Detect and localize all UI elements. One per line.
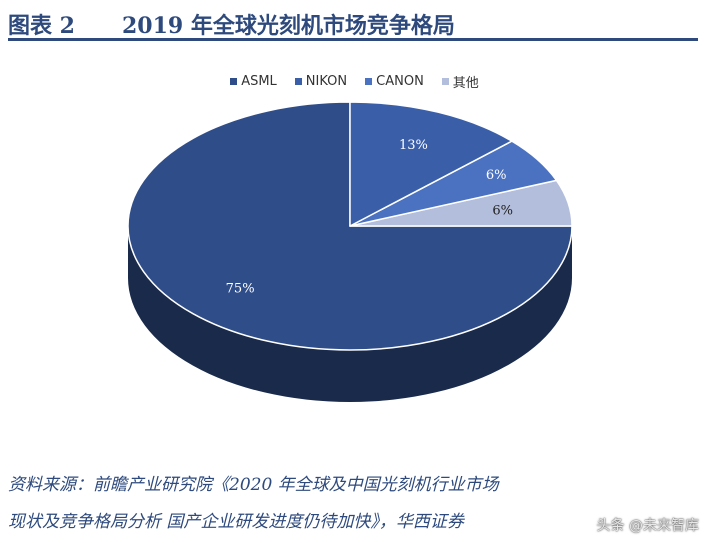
legend-label: ASML xyxy=(241,74,277,89)
data-label-nikon: 13% xyxy=(399,138,428,153)
legend-swatch xyxy=(230,78,238,85)
data-label-其他: 6% xyxy=(492,204,513,219)
pie-slice-asml xyxy=(127,101,573,351)
data-label-asml: 75% xyxy=(226,281,255,296)
watermark: 头条 @未来智库 xyxy=(596,518,699,534)
pie-slice-nikon xyxy=(349,101,513,227)
source-line-1: 资料来源：前瞻产业研究院《2020 年全球及中国光刻机行业市场 xyxy=(8,475,499,495)
data-label-canon: 6% xyxy=(486,168,507,183)
source-line-2: 现状及竞争格局分析 国产企业研发进度仍待加快》，华西证券 xyxy=(8,512,464,532)
legend-label: 其他 xyxy=(452,76,479,91)
legend-swatch xyxy=(294,78,302,85)
figure-title: 2019 年全球光刻机市场竞争格局 xyxy=(122,13,455,39)
legend-item-canon: CANON xyxy=(365,72,424,91)
legend-swatch xyxy=(441,78,449,85)
chart-legend: ASML NIKON CANON 其他 xyxy=(0,72,709,91)
pie-side-asml xyxy=(128,226,572,402)
legend-item-other: 其他 xyxy=(441,72,479,91)
figure-number: 图表 2 xyxy=(8,13,75,39)
legend-swatch xyxy=(365,78,373,85)
legend-item-asml: ASML xyxy=(230,72,277,91)
figure-header: 图表 2 2019 年全球光刻机市场竞争格局 xyxy=(8,6,698,41)
legend-item-nikon: NIKON xyxy=(294,72,348,91)
legend-label: CANON xyxy=(376,74,424,89)
legend-label: NIKON xyxy=(305,74,348,89)
